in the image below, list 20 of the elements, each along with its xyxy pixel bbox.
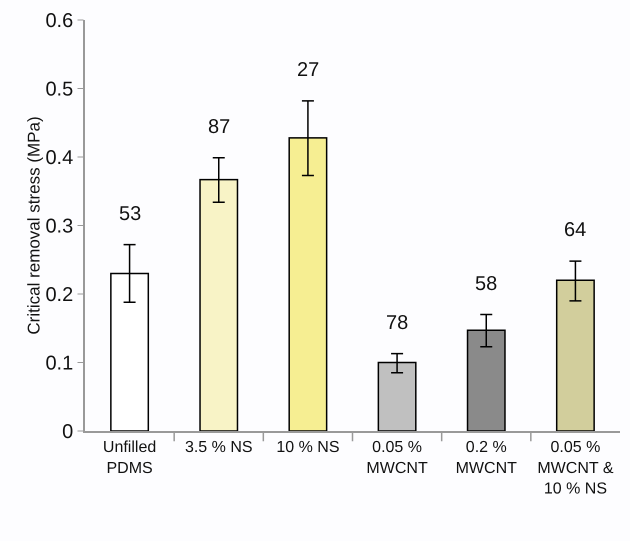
x-tick-label: Unfilled PDMS [102, 438, 156, 477]
y-tick-label: 0 [62, 421, 74, 443]
x-tick-label: 0.05 % MWCNT [366, 438, 428, 477]
y-tick-label: 0.4 [45, 147, 74, 169]
y-tick-label: 0.6 [45, 10, 74, 32]
x-tick-label: 0.05 % MWCNT & 10 % NS [537, 438, 614, 498]
annotation: 27 [297, 59, 320, 81]
x-tick-label: 0.2 % MWCNT [456, 438, 518, 477]
annotation: 53 [119, 203, 142, 225]
x-tick-label: 3.5 % NS [184, 438, 253, 456]
y-tick-label: 0.3 [45, 216, 74, 238]
annotation: 87 [208, 116, 230, 138]
y-tick-label: 0.5 [45, 78, 74, 100]
y-tick-label: 0.1 [45, 352, 74, 374]
annotation: 58 [475, 273, 498, 295]
y-axis-title: Critical removal stress (MPa) [24, 116, 44, 335]
annotation: 64 [564, 219, 586, 241]
y-tick-label: 0.2 [45, 284, 74, 306]
x-tick-label: 10 % NS [276, 438, 340, 456]
annotation: 78 [386, 312, 408, 334]
